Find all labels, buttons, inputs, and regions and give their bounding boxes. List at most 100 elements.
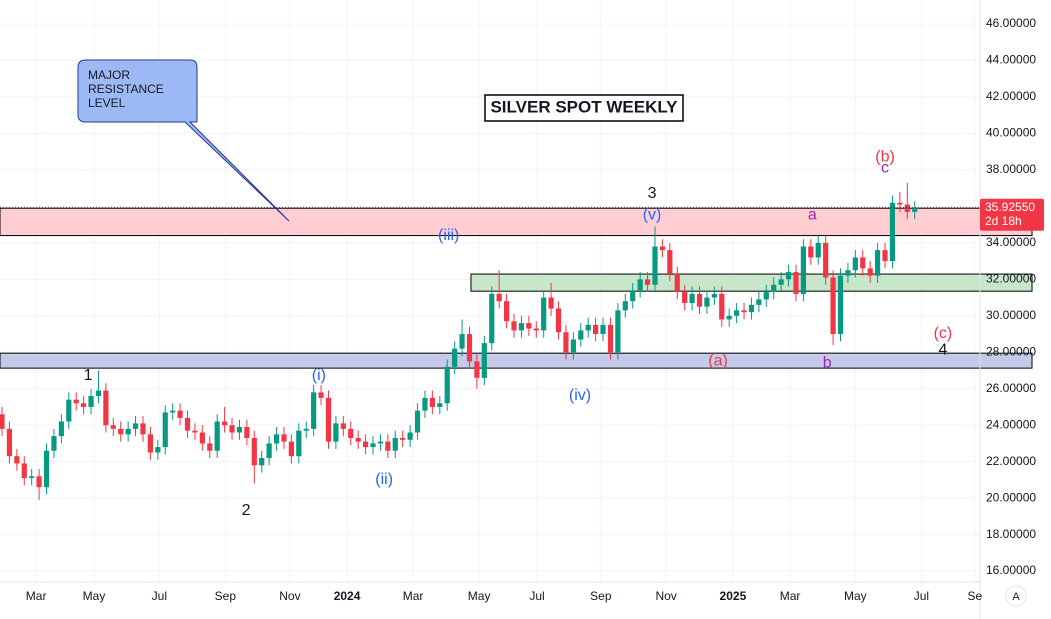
candle-body bbox=[518, 323, 525, 331]
wave-label: (a) bbox=[708, 353, 728, 370]
candle-body bbox=[489, 293, 495, 344]
candle-body bbox=[325, 397, 332, 442]
candle-body bbox=[236, 427, 243, 433]
candle-body bbox=[140, 423, 146, 435]
y-tick-label: 20.00000 bbox=[986, 490, 1036, 504]
y-tick-label: 46.00000 bbox=[986, 16, 1036, 30]
candle-body bbox=[162, 412, 168, 448]
candle-body bbox=[830, 277, 836, 335]
candle-body bbox=[585, 324, 591, 331]
candle-body bbox=[696, 293, 703, 307]
candle-body bbox=[563, 332, 569, 353]
x-tick-label: Mar bbox=[403, 589, 424, 603]
candle-body bbox=[615, 310, 621, 353]
candle-body bbox=[466, 334, 473, 362]
x-tick-label: Mar bbox=[26, 589, 47, 603]
candle-body bbox=[845, 270, 851, 276]
candle-body bbox=[726, 315, 732, 320]
x-tick-label: May bbox=[468, 589, 491, 603]
candle-body bbox=[667, 250, 673, 274]
wave-label: (v) bbox=[643, 207, 662, 224]
candle-body bbox=[756, 299, 762, 305]
candle-body bbox=[778, 279, 784, 285]
wave-label: (iii) bbox=[438, 227, 459, 244]
candle-body bbox=[192, 430, 198, 433]
candle-body bbox=[385, 441, 391, 451]
wave-label: 4 bbox=[938, 342, 947, 359]
candle-body bbox=[377, 441, 384, 444]
candle-body bbox=[58, 421, 64, 437]
candle-body bbox=[266, 443, 272, 459]
candle-body bbox=[815, 242, 821, 258]
candle-body bbox=[281, 434, 287, 442]
candle-body bbox=[496, 293, 502, 302]
candle-body bbox=[771, 284, 777, 293]
x-tick-label: 2024 bbox=[334, 589, 361, 603]
y-tick-label: 32.00000 bbox=[986, 272, 1036, 286]
y-tick-label: 44.00000 bbox=[986, 53, 1036, 67]
candle-body bbox=[674, 273, 680, 293]
candle-body bbox=[607, 324, 614, 353]
wave-label: b bbox=[823, 354, 832, 371]
callout-box bbox=[77, 59, 290, 222]
candle-body bbox=[734, 310, 740, 316]
candle-body bbox=[370, 443, 376, 448]
y-tick-label: 22.00000 bbox=[986, 454, 1036, 468]
auto-scale-button[interactable] bbox=[1005, 585, 1027, 607]
candle-body bbox=[414, 410, 421, 433]
last-price-label: 35.92550 bbox=[985, 200, 1035, 214]
candle-body bbox=[36, 476, 42, 488]
candle-body bbox=[214, 421, 220, 451]
y-tick-label: 42.00000 bbox=[986, 89, 1036, 103]
y-tick-label: 40.00000 bbox=[986, 126, 1036, 140]
x-tick-label: Se bbox=[967, 589, 982, 603]
callout-line: RESISTANCE bbox=[88, 82, 164, 96]
x-tick-label: Sep bbox=[215, 589, 237, 603]
candle-body bbox=[21, 463, 27, 479]
candle-body bbox=[43, 450, 50, 488]
candle-body bbox=[593, 324, 599, 335]
candle-body bbox=[637, 279, 643, 291]
wave-label: 2 bbox=[242, 502, 251, 519]
callout-line: MAJOR bbox=[88, 68, 130, 82]
background-layer bbox=[0, 0, 1033, 582]
x-tick-label: Nov bbox=[655, 589, 676, 603]
x-tick-label: Jul bbox=[152, 589, 167, 603]
candle-body bbox=[704, 297, 710, 307]
y-tick-label: 24.00000 bbox=[986, 417, 1036, 431]
candle-body bbox=[340, 423, 346, 429]
x-tick-label: May bbox=[83, 589, 106, 603]
auto-scale-label: A bbox=[1012, 591, 1020, 603]
candle-body bbox=[318, 392, 324, 398]
candle-body bbox=[51, 436, 57, 451]
candle-body bbox=[852, 257, 858, 271]
candle-body bbox=[578, 330, 584, 340]
candle-body bbox=[555, 308, 562, 333]
candle-body bbox=[222, 421, 228, 426]
candle-body bbox=[118, 428, 124, 435]
chart-title: SILVER SPOT WEEKLY bbox=[490, 97, 678, 116]
candle-body bbox=[95, 390, 102, 397]
candle-body bbox=[132, 423, 139, 429]
candle-body bbox=[474, 361, 480, 378]
candle-body bbox=[422, 397, 428, 411]
wave-label: (i) bbox=[312, 367, 326, 384]
wave-label: 3 bbox=[648, 185, 657, 202]
x-tick-label: Nov bbox=[279, 589, 300, 603]
candle-body bbox=[333, 423, 339, 442]
y-tick-label: 34.00000 bbox=[986, 235, 1036, 249]
x-tick-label: Sep bbox=[590, 589, 612, 603]
candle-body bbox=[155, 447, 161, 453]
candle-body bbox=[6, 428, 13, 457]
y-tick-label: 26.00000 bbox=[986, 381, 1036, 395]
candle-body bbox=[229, 425, 235, 433]
candle-body bbox=[251, 437, 257, 466]
candle-body bbox=[874, 250, 881, 276]
candle-body bbox=[73, 399, 79, 404]
candle-body bbox=[808, 246, 814, 258]
candle-body bbox=[81, 403, 87, 407]
candle-body bbox=[392, 437, 398, 451]
candle-body bbox=[533, 328, 539, 331]
